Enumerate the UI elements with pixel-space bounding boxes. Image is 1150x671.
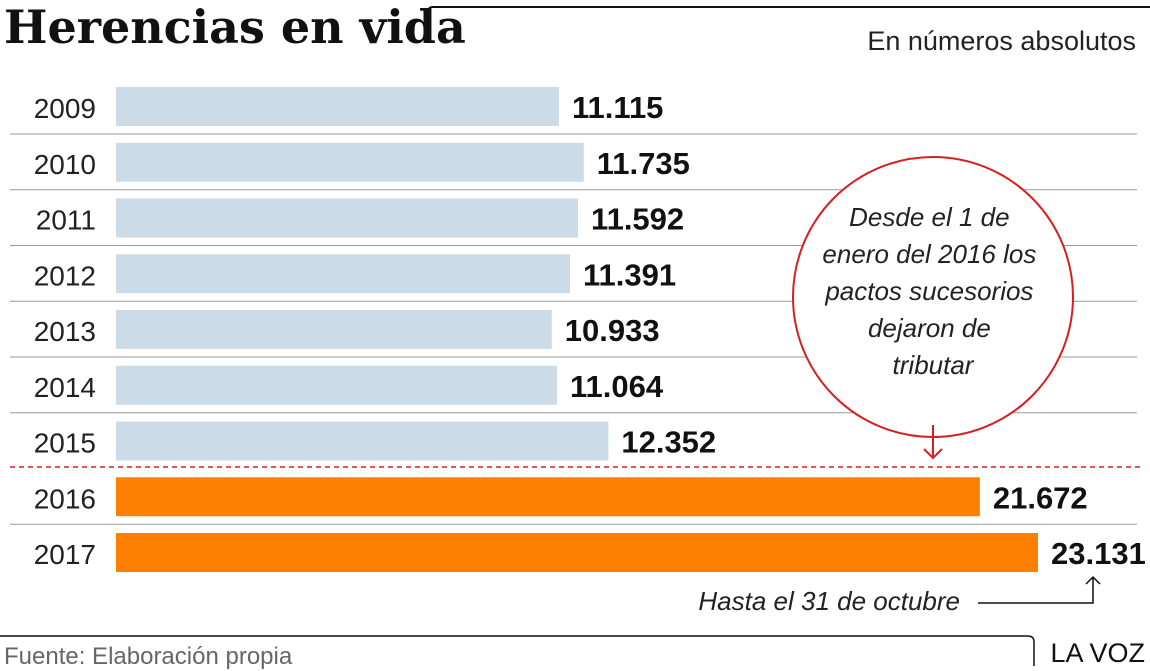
value-label: 11.115: [572, 90, 663, 125]
annotation-text: Desde el 1 de enero del 2016 los pactos …: [822, 202, 1043, 380]
chart-subtitle: En números absolutos: [867, 26, 1136, 56]
year-label: 2011: [36, 205, 96, 236]
value-label: 10.933: [565, 313, 660, 348]
value-label: 12.352: [621, 425, 716, 460]
year-label: 2015: [34, 428, 96, 459]
year-label: 2017: [34, 539, 96, 570]
rows-layer: 2009 11.115 2010 11.735 2011 11.592 2012 11.391…: [10, 87, 1146, 572]
bar: [116, 365, 558, 405]
value-label: 11.391: [583, 257, 676, 292]
bar: [116, 254, 571, 294]
annotation-line-1: Desde el 1 de: [849, 202, 1009, 232]
title-rule: [427, 6, 1150, 42]
annotation-line-3: pactos sucesorios: [824, 276, 1033, 306]
value-label: 11.592: [591, 202, 684, 237]
annotation-line-5: tributar: [893, 350, 975, 380]
bar: [116, 421, 609, 461]
year-label: 2014: [34, 372, 96, 403]
year-label: 2016: [34, 483, 96, 514]
note-2017: Hasta el 31 de octubre: [698, 586, 960, 616]
chart-title: Herencias en vida: [4, 0, 466, 54]
value-label: 23.131: [1051, 536, 1146, 571]
year-label: 2012: [34, 260, 96, 291]
year-label: 2009: [34, 93, 96, 124]
bar: [116, 198, 579, 238]
value-label: 11.064: [570, 369, 664, 404]
note-arrow-icon: [978, 575, 1101, 604]
brand-logo: LA VOZ: [1050, 638, 1145, 668]
annotation-line-2: enero del 2016 los: [822, 239, 1036, 269]
annotation-circle: Desde el 1 de enero del 2016 los pactos …: [792, 156, 1074, 460]
value-label: 11.735: [597, 146, 690, 181]
source-text: Fuente: Elaboración propia: [4, 643, 293, 670]
bar: [116, 310, 552, 349]
footer-rule: [0, 635, 1035, 666]
annotation-line-4: dejaron de: [868, 313, 991, 343]
bar: [116, 142, 584, 182]
bar: [116, 87, 560, 126]
year-label: 2010: [34, 149, 96, 180]
annotation-arrow-down: [923, 425, 943, 460]
value-label: 21.672: [993, 480, 1088, 515]
bar: [116, 533, 1038, 572]
bar: [116, 477, 980, 517]
year-label: 2013: [34, 316, 96, 347]
